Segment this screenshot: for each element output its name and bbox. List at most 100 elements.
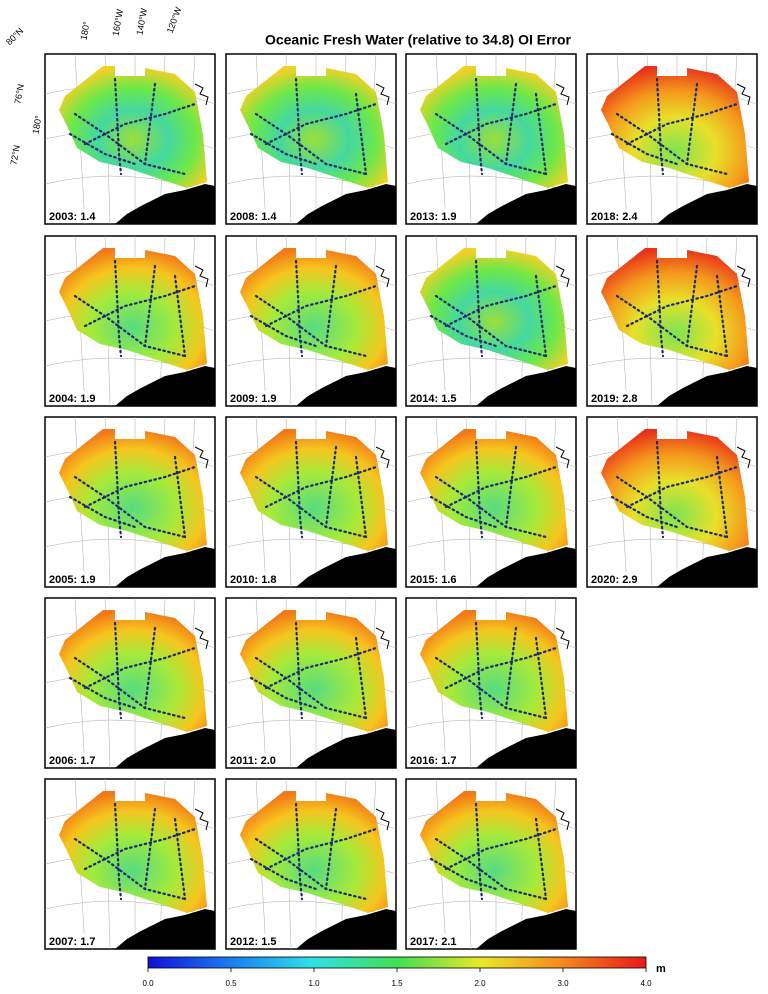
ship-track bbox=[715, 274, 729, 358]
ship-track bbox=[534, 636, 548, 720]
ship-track bbox=[615, 475, 729, 539]
ship-track bbox=[143, 807, 157, 891]
error-field bbox=[59, 791, 207, 913]
ship-track bbox=[474, 621, 484, 720]
colorbar bbox=[147, 956, 647, 969]
graticule-label: 160°W bbox=[110, 8, 125, 37]
map-panel: 2010: 1.8 bbox=[225, 416, 397, 588]
graticule-label: 180° bbox=[30, 114, 43, 134]
panel-label-bg bbox=[588, 572, 650, 586]
ship-track bbox=[113, 77, 123, 176]
ship-track bbox=[324, 264, 338, 348]
panel-label: 2010: 1.8 bbox=[230, 574, 276, 586]
ship-track bbox=[610, 132, 679, 166]
panel-label: 2017: 2.1 bbox=[410, 936, 456, 948]
land bbox=[115, 184, 215, 224]
ship-track bbox=[610, 495, 679, 529]
ship-track bbox=[173, 455, 187, 539]
ship-track bbox=[254, 656, 368, 720]
map-panel: 2018: 2.4 bbox=[586, 53, 758, 225]
panel-label: 2015: 1.6 bbox=[410, 574, 456, 586]
error-field bbox=[240, 610, 388, 732]
ship-track bbox=[685, 264, 699, 348]
land bbox=[657, 366, 757, 406]
error-field bbox=[59, 248, 207, 370]
ship-track bbox=[254, 112, 368, 176]
ship-track bbox=[625, 465, 739, 509]
ship-track bbox=[264, 465, 378, 509]
graticule-label: 76°N bbox=[12, 83, 25, 105]
land bbox=[657, 547, 757, 587]
land bbox=[476, 909, 576, 949]
ship-track bbox=[254, 837, 368, 901]
land bbox=[115, 728, 215, 768]
colorbar-tick-label: 3.0 bbox=[557, 979, 569, 988]
ship-track bbox=[83, 646, 197, 690]
ship-track bbox=[254, 294, 368, 358]
ship-track bbox=[429, 314, 498, 348]
panel-label-bg bbox=[46, 753, 108, 767]
ship-track bbox=[434, 294, 548, 358]
ship-track bbox=[264, 827, 378, 871]
ship-track bbox=[504, 82, 518, 166]
panel-label: 2012: 1.5 bbox=[230, 936, 276, 948]
map-panel: 2013: 1.9 bbox=[405, 53, 577, 225]
ship-track bbox=[143, 264, 157, 348]
panel-label: 2011: 2.0 bbox=[230, 755, 276, 767]
land bbox=[657, 184, 757, 224]
map-panel: 2019: 2.8 bbox=[586, 235, 758, 407]
panel-label: 2005: 1.9 bbox=[49, 574, 95, 586]
map-panel: 2012: 1.5 bbox=[225, 778, 397, 950]
ship-track bbox=[264, 284, 378, 328]
ship-track bbox=[504, 445, 518, 529]
ship-track bbox=[249, 857, 318, 891]
ship-track bbox=[434, 837, 548, 901]
error-field bbox=[601, 248, 749, 370]
ship-track bbox=[73, 837, 187, 901]
ship-track bbox=[474, 802, 484, 901]
error-field bbox=[420, 248, 568, 370]
panel-label-bg bbox=[407, 934, 469, 948]
panel-label-bg bbox=[407, 209, 469, 223]
ship-track bbox=[173, 274, 187, 358]
land bbox=[296, 184, 396, 224]
error-field bbox=[59, 610, 207, 732]
ship-track bbox=[434, 112, 548, 176]
colorbar-tick-label: 2.0 bbox=[474, 979, 486, 988]
coast bbox=[555, 265, 570, 288]
error-field bbox=[420, 610, 568, 732]
coast bbox=[194, 446, 209, 469]
panel-label-bg bbox=[407, 753, 469, 767]
panel-label-bg bbox=[407, 391, 469, 405]
land bbox=[476, 547, 576, 587]
panel-label-bg bbox=[227, 572, 289, 586]
map-panel: 2016: 1.7 bbox=[405, 597, 577, 769]
panel-label-bg bbox=[588, 209, 650, 223]
coast bbox=[375, 446, 390, 469]
coast bbox=[555, 83, 570, 106]
ship-track bbox=[474, 440, 484, 539]
graticule-label: 80°N bbox=[4, 26, 25, 47]
map-panel: 2014: 1.5 bbox=[405, 235, 577, 407]
ship-track bbox=[143, 626, 157, 710]
colorbar-tick-label: 4.0 bbox=[640, 979, 652, 988]
ship-track bbox=[444, 646, 558, 690]
ship-track bbox=[73, 656, 187, 720]
colorbar-tick-label: 1.0 bbox=[308, 979, 320, 988]
ship-track bbox=[615, 294, 729, 358]
ship-track bbox=[113, 621, 123, 720]
map-panel: 2011: 2.0 bbox=[225, 597, 397, 769]
ship-track bbox=[324, 807, 338, 891]
error-field bbox=[59, 429, 207, 551]
panel-label-bg bbox=[227, 391, 289, 405]
error-field bbox=[420, 429, 568, 551]
coast bbox=[194, 265, 209, 288]
map-panel: 2006: 1.7 bbox=[44, 597, 216, 769]
ship-track bbox=[294, 259, 304, 358]
map-panel: 2020: 2.9 bbox=[586, 416, 758, 588]
ship-track bbox=[474, 77, 484, 176]
land bbox=[296, 909, 396, 949]
ship-track bbox=[504, 626, 518, 710]
ship-track bbox=[68, 676, 137, 710]
ship-track bbox=[444, 102, 558, 146]
